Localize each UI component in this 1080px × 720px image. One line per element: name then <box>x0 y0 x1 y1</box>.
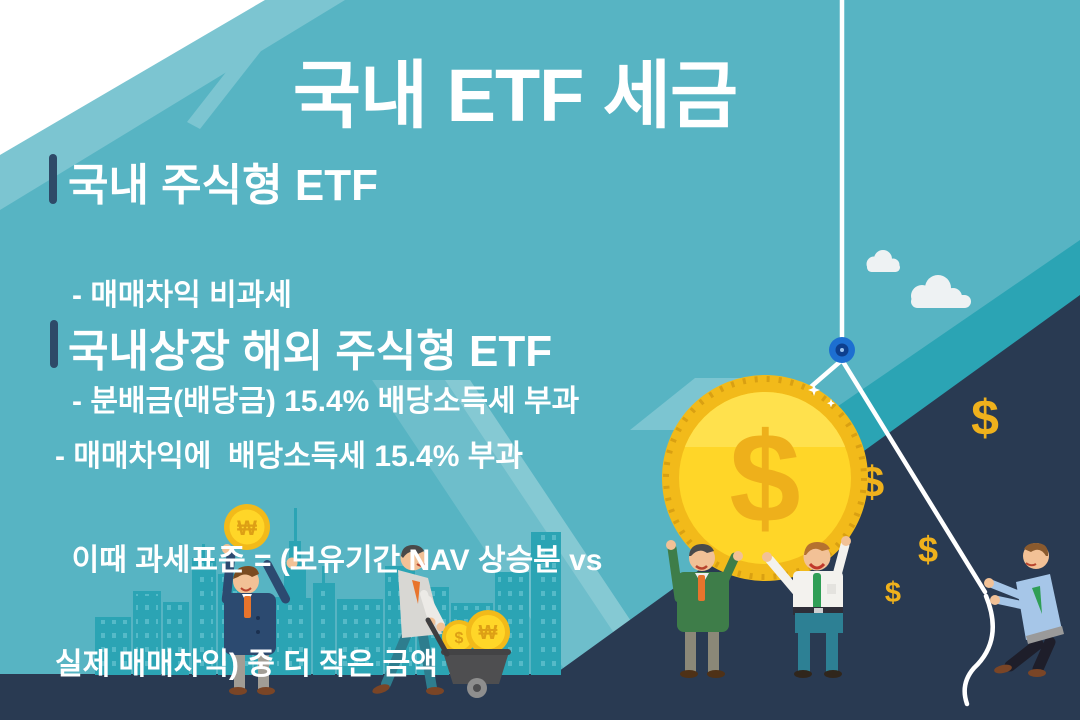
svg-text:$: $ <box>971 390 999 446</box>
bullet-line: 이때 과세표준 = (보유기간 NAV 상승분 vs <box>55 544 603 577</box>
bullet-line: - 매매차익에 배당소득세 15.4% 부과 <box>55 440 523 473</box>
cloud-icon <box>911 275 971 308</box>
corner-stripe-decor <box>0 0 345 210</box>
businessman-cart-figure: $ ₩ <box>372 545 511 698</box>
heading-accent-bar <box>50 320 58 368</box>
bullet-line: - 매매차익 비과세 <box>72 279 292 312</box>
businessman-white-shirt-figure <box>762 536 851 678</box>
section-heading-domestic-etf: 국내 주식형 ETF <box>68 161 378 210</box>
svg-text:₩: ₩ <box>479 622 498 644</box>
businessman-green-figure <box>666 540 743 678</box>
businessman-rope-puller-figure <box>984 543 1064 677</box>
svg-text:$: $ <box>918 529 938 570</box>
dollar-coin-illustration: $ <box>662 375 868 581</box>
pulley-icon <box>829 337 855 363</box>
page-title: 국내 ETF 세금 <box>292 54 738 137</box>
section-bullets-domestic-etf: - 매매차익 비과세 - 분배금(배당금) 15.4% 배당소득세 부과 <box>72 209 579 455</box>
bullet-line: 실제 매매차익) 중 더 작은 금액 <box>55 648 438 681</box>
heading-accent-bar <box>49 154 57 204</box>
section-bullets-overseas-etf: - 매매차익에 배당소득세 15.4% 부과 이때 과세표준 = (보유기간 N… <box>55 371 602 720</box>
svg-text:₩: ₩ <box>237 517 257 540</box>
won-coin-icon: ₩ <box>224 504 270 550</box>
section-heading-overseas-etf: 국내상장 해외 주식형 ETF <box>68 327 553 376</box>
coin-dollar-symbol: $ <box>729 407 800 550</box>
coin-cart-illustration: $ ₩ <box>425 610 511 698</box>
businessman-won-coin-figure: ₩ <box>221 504 298 695</box>
sparkle-icon <box>808 384 835 408</box>
cloud-icon <box>866 250 900 272</box>
svg-text:$: $ <box>885 577 901 609</box>
svg-text:$: $ <box>455 630 464 647</box>
bullet-line: - 분배금(배당금) 15.4% 배당소득세 부과 <box>72 385 580 418</box>
